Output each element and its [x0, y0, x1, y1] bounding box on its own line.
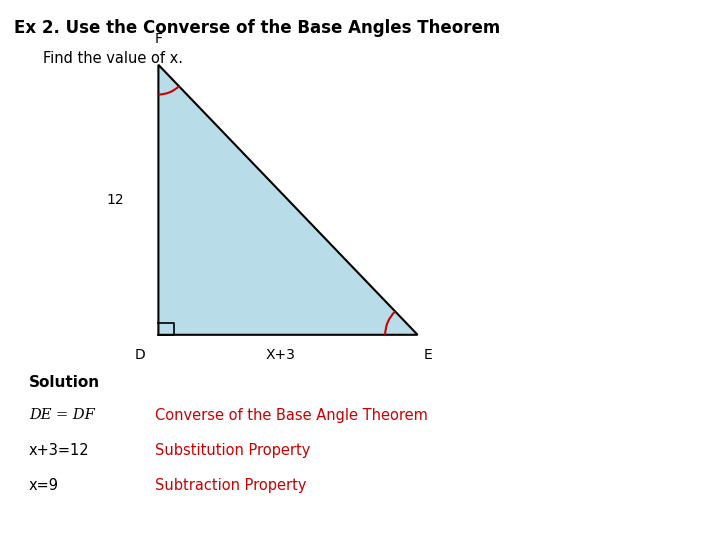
Text: Solution: Solution [29, 375, 100, 390]
Text: Ex 2. Use the Converse of the Base Angles Theorem: Ex 2. Use the Converse of the Base Angle… [14, 19, 500, 37]
Polygon shape [158, 65, 418, 335]
Text: Subtraction Property: Subtraction Property [155, 478, 306, 493]
Text: x+3=12: x+3=12 [29, 443, 89, 458]
Text: x=9: x=9 [29, 478, 59, 493]
Text: Converse of the Base Angle Theorem: Converse of the Base Angle Theorem [155, 408, 428, 423]
Text: X+3: X+3 [266, 348, 296, 362]
Text: E: E [424, 348, 433, 362]
Text: F: F [154, 32, 163, 46]
Text: DE = DF: DE = DF [29, 408, 94, 422]
Text: D: D [135, 348, 145, 362]
Text: Find the value of x.: Find the value of x. [43, 51, 183, 66]
Text: Substitution Property: Substitution Property [155, 443, 310, 458]
Text: 12: 12 [107, 193, 124, 207]
